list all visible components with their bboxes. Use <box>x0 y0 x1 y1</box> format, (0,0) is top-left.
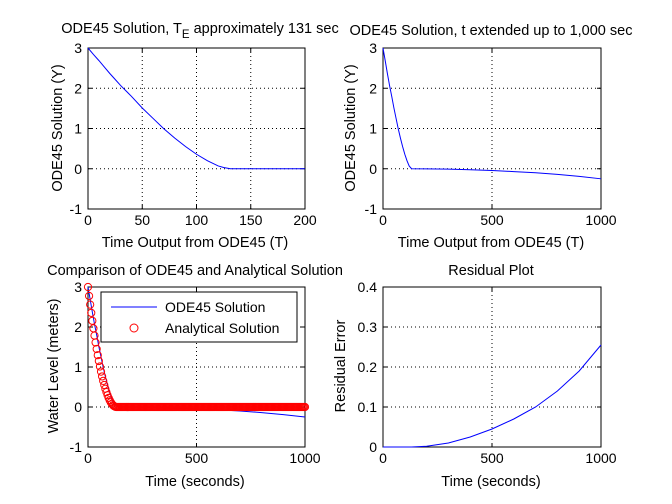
legend-box <box>100 291 298 343</box>
x-tick-label: 1000 <box>289 450 320 466</box>
x-tick-label: 150 <box>239 212 263 228</box>
y-tick-label: 0.2 <box>358 359 378 375</box>
analytical-point <box>98 372 107 381</box>
analytical-point <box>88 316 97 325</box>
y-tick-label: 2 <box>74 80 82 96</box>
y-tick-label: 1 <box>74 121 82 137</box>
analytical-point <box>93 351 102 360</box>
y-tick-label: -1 <box>70 439 83 455</box>
legend-label: Analytical Solution <box>165 320 279 336</box>
analytical-point <box>100 380 109 390</box>
y-axis-label: ODE45 Solution (Y) <box>343 64 359 191</box>
y-axis-label: ODE45 Solution (Y) <box>50 64 66 191</box>
analytical-point <box>91 338 100 347</box>
x-axis-label: Time Output from ODE45 (T) <box>398 235 584 251</box>
x-tick-label: 0 <box>84 212 92 228</box>
y-tick-label: 0 <box>369 161 377 177</box>
x-tick-label: 0 <box>379 450 387 466</box>
series-line <box>382 47 602 180</box>
y-tick-label: 3 <box>74 279 82 295</box>
y-tick-label: 0.4 <box>358 279 378 295</box>
y-tick-label: 2 <box>369 80 377 96</box>
chart-title: Comparison of ODE45 and Analytical Solut… <box>47 263 343 279</box>
chart-panel-2: ODE45 Solution, t extended up to 1,000 s… <box>343 23 632 251</box>
chart-panel-1: ODE45 Solution, TE approximately 131 sec… <box>50 21 339 251</box>
analytical-point <box>99 376 108 385</box>
analytical-point <box>95 362 105 371</box>
x-tick-label: 500 <box>185 450 209 466</box>
y-axis-label: Water Level (meters) <box>46 299 62 434</box>
y-tick-label: 0 <box>74 399 82 415</box>
y-tick-label: -1 <box>70 201 83 217</box>
analytical-point <box>87 308 96 317</box>
x-axis-label: Time Output from ODE45 (T) <box>102 235 288 251</box>
analytical-point <box>83 282 93 292</box>
chart-panel-4: Residual Plot Time (seconds) Residual Er… <box>333 263 617 490</box>
chart-title: ODE45 Solution, t extended up to 1,000 s… <box>350 23 633 39</box>
y-tick-label: 1 <box>74 359 82 375</box>
x-tick-label: 100 <box>185 212 209 228</box>
y-tick-label: 0 <box>74 161 82 177</box>
analytical-point <box>94 356 103 366</box>
chart-title: Residual Plot <box>448 263 533 279</box>
series-line <box>383 344 602 448</box>
y-tick-label: 0.1 <box>358 399 378 415</box>
x-axis-label: Time (seconds) <box>145 474 244 490</box>
chart-panel-3: Comparison of ODE45 and Analytical Solut… <box>46 263 343 490</box>
analytical-point <box>300 402 310 412</box>
legend-label: ODE45 Solution <box>165 299 265 315</box>
analytical-point <box>96 367 106 376</box>
x-tick-label: 0 <box>379 212 387 228</box>
y-tick-label: 2 <box>74 319 82 335</box>
y-tick-label: 3 <box>369 40 377 56</box>
series-line <box>87 47 305 170</box>
y-tick-label: 1 <box>369 121 377 137</box>
x-tick-label: 50 <box>134 212 150 228</box>
analytical-point <box>92 344 101 354</box>
x-axis-label: Time (seconds) <box>441 474 540 490</box>
x-tick-label: 1000 <box>585 450 616 466</box>
legend-swatch-marker <box>129 323 139 333</box>
x-tick-label: 200 <box>293 212 317 228</box>
y-axis-label: Residual Error <box>333 319 349 412</box>
y-tick-label: -1 <box>365 201 378 217</box>
y-tick-label: 3 <box>74 40 82 56</box>
analytical-point <box>89 324 98 333</box>
analytical-point <box>86 300 95 309</box>
y-tick-label: 0 <box>369 439 377 455</box>
x-tick-label: 500 <box>480 212 504 228</box>
chart-title: ODE45 Solution, TE approximately 131 sec <box>61 21 338 41</box>
y-tick-label: 0.3 <box>358 319 378 335</box>
x-tick-label: 1000 <box>585 212 616 228</box>
x-tick-label: 500 <box>480 450 504 466</box>
analytical-point <box>84 291 94 301</box>
x-tick-label: 0 <box>84 450 92 466</box>
